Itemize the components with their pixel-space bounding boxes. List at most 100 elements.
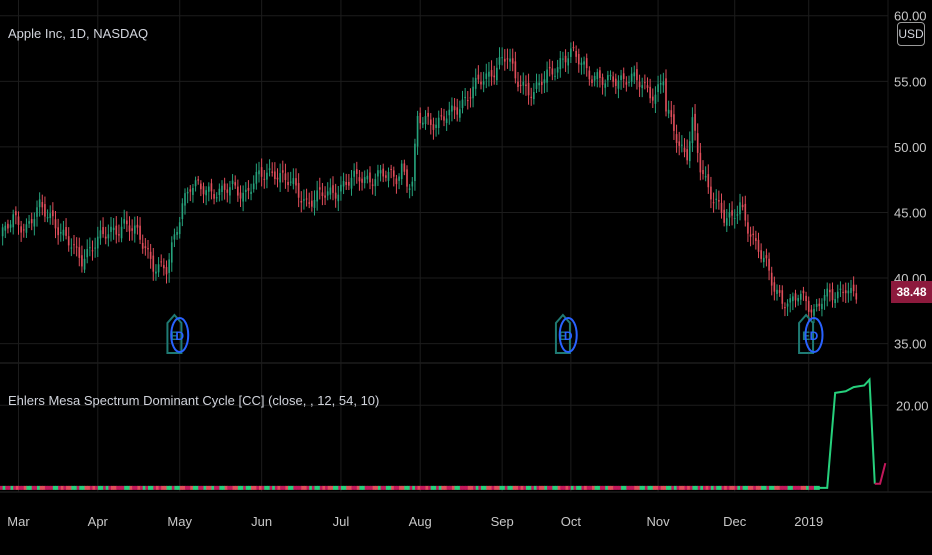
indicator-strip-segment: [647, 485, 651, 490]
indicator-strip-segment: [629, 485, 633, 490]
indicator-strip-segment: [92, 485, 96, 490]
candle-body: [490, 70, 493, 77]
indicator-strip-segment: [412, 485, 416, 490]
dividend-marker[interactable]: D: [558, 317, 578, 353]
candle-body: [459, 109, 461, 118]
indicator-strip-segment: [790, 485, 794, 490]
candle: [163, 258, 165, 276]
candle: [768, 252, 770, 281]
candle: [403, 159, 406, 176]
candle: [406, 165, 408, 193]
candle-body: [466, 100, 469, 102]
candle: [155, 264, 157, 281]
candle: [511, 48, 514, 72]
candle-body: [789, 298, 792, 303]
candle: [110, 217, 112, 242]
candle: [755, 230, 757, 250]
candle-body: [768, 258, 770, 271]
candle: [400, 160, 403, 185]
indicator-strip-segment: [256, 485, 260, 490]
indicator-title: Ehlers Mesa Spectrum Dominant Cycle [CC]…: [8, 393, 380, 408]
indicator-strip-segment: [89, 485, 93, 490]
candle-body: [160, 261, 163, 263]
candle: [480, 72, 482, 90]
candle-body: [765, 255, 768, 259]
candle: [15, 206, 17, 225]
dividend-marker[interactable]: D: [804, 317, 824, 353]
candle-body: [123, 219, 126, 224]
candle: [577, 48, 580, 73]
candle-body: [514, 61, 517, 79]
candle-body: [699, 152, 702, 173]
indicator-strip-segment: [502, 485, 506, 490]
candle: [221, 180, 223, 201]
candle: [604, 79, 607, 97]
candle: [636, 62, 638, 90]
indicator-strip-segment: [81, 485, 86, 490]
indicator-strip-segment: [747, 485, 752, 490]
candle-body: [448, 109, 451, 116]
candle-body: [36, 207, 38, 217]
indicator-strip-segment: [753, 485, 757, 490]
candle: [593, 72, 596, 87]
candle: [284, 163, 287, 189]
x-tick-label: Jul: [333, 514, 350, 529]
candle-body: [636, 69, 638, 81]
earnings-marker[interactable]: E: [554, 313, 571, 354]
candle-body: [620, 75, 622, 81]
candle: [170, 236, 173, 272]
candle-body: [414, 143, 416, 182]
earnings-marker[interactable]: E: [166, 313, 183, 354]
indicator-strip-segment: [769, 485, 773, 490]
candle: [73, 234, 75, 255]
candle-body: [110, 226, 112, 232]
candle: [398, 173, 400, 190]
candle: [781, 285, 784, 310]
candle: [834, 292, 836, 309]
candle: [213, 189, 215, 205]
dividend-marker[interactable]: D: [170, 317, 190, 353]
candle-body: [205, 190, 207, 196]
indicator-strip-segment: [544, 485, 548, 490]
indicator-strip-segment: [631, 485, 635, 490]
candle-body: [231, 180, 234, 185]
candle-body: [295, 178, 297, 186]
candle: [464, 87, 466, 106]
candle: [348, 173, 350, 191]
candle-body: [522, 81, 525, 86]
candle-body: [303, 199, 305, 201]
indicator-strip-segment: [666, 485, 670, 490]
candle: [599, 66, 601, 88]
candle: [691, 107, 694, 152]
candle: [408, 184, 411, 199]
candle-body: [844, 290, 847, 294]
candle-body: [120, 226, 123, 239]
currency-button[interactable]: USD: [897, 22, 925, 46]
candle: [720, 193, 723, 219]
candle: [287, 172, 289, 192]
indicator-strip-segment: [673, 485, 678, 490]
indicator-strip-segment: [396, 485, 400, 490]
candle: [334, 183, 337, 208]
candle: [353, 163, 355, 186]
candle: [707, 164, 710, 194]
indicator-strip-segment: [562, 485, 567, 490]
candle: [390, 164, 392, 179]
dividend-marker-label: D: [564, 329, 573, 343]
indicator-strip-segment: [243, 485, 247, 490]
x-tick-label: Jun: [251, 514, 272, 529]
candle: [427, 106, 429, 125]
candle-body: [279, 173, 281, 183]
candle-body: [641, 85, 644, 89]
candle: [205, 186, 207, 206]
indicator-strip-segment: [253, 485, 257, 490]
candle: [237, 179, 239, 202]
indicator-strip-segment: [367, 485, 371, 490]
candle: [736, 205, 739, 224]
candle: [324, 186, 326, 205]
candle-body: [733, 218, 736, 220]
candle-body: [583, 61, 585, 65]
candle: [543, 71, 546, 94]
